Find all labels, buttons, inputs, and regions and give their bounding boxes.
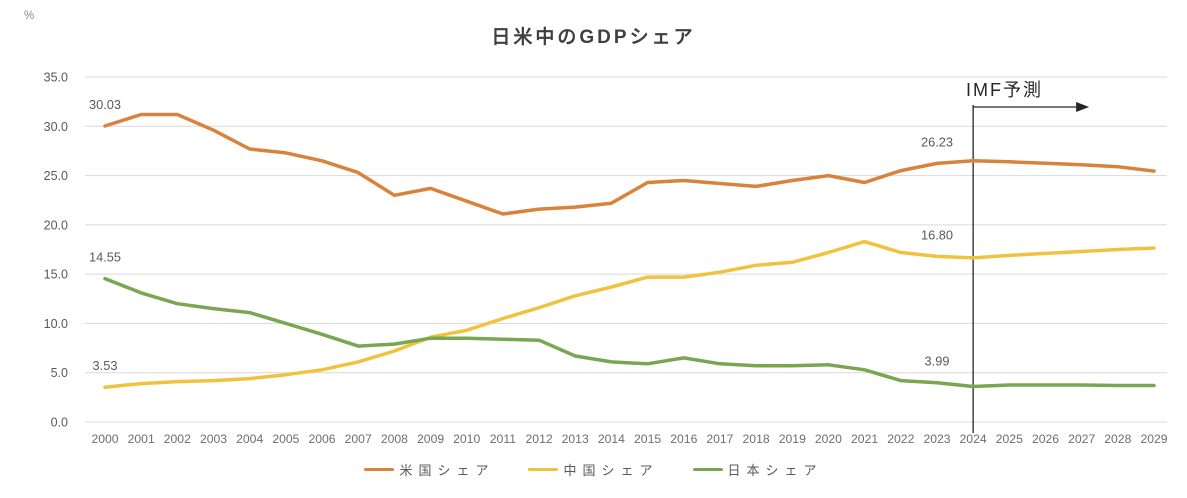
x-tick-label: 2003	[200, 432, 227, 446]
series-line-japan	[103, 276, 1156, 389]
data-label-us-2000: 30.03	[89, 97, 121, 112]
x-tick-label: 2029	[1140, 432, 1167, 446]
china-series-swatch	[528, 467, 559, 472]
x-tick-label: 2014	[598, 432, 625, 446]
legend-item-us: 米国シェア	[364, 460, 494, 479]
legend-item-japan: 日本シェア	[692, 460, 823, 479]
x-tick-label: 2019	[779, 432, 806, 446]
legend: 米国シェア 中国シェア 日本シェア	[0, 460, 1187, 479]
x-tick-label: 2020	[815, 432, 842, 446]
data-label-china-2000: 3.53	[93, 358, 118, 373]
data-label-japan-2000: 14.55	[89, 250, 121, 265]
x-tick-label: 2001	[128, 432, 155, 446]
x-tick-label: 2009	[417, 432, 444, 446]
x-tick-label: 2023	[923, 432, 950, 446]
x-tick-label: 2007	[345, 432, 372, 446]
y-tick-label: 0.0	[51, 416, 68, 430]
x-tick-label: 2026	[1032, 432, 1059, 446]
x-tick-label: 2013	[562, 432, 589, 446]
x-tick-label: 2017	[706, 432, 733, 446]
imf-forecast-label: IMF予測	[966, 80, 1043, 100]
x-tick-label: 2011	[490, 432, 516, 446]
y-tick-label: 5.0	[51, 366, 68, 380]
x-tick-label: 2012	[526, 432, 553, 446]
x-tick-label: 2027	[1068, 432, 1095, 446]
y-tick-label: 15.0	[44, 268, 68, 282]
x-tick-label: 2018	[743, 432, 770, 446]
y-tick-label: 25.0	[44, 169, 68, 183]
series-line-us	[103, 112, 1156, 216]
x-tick-label: 2002	[164, 432, 191, 446]
y-axis-unit-label: %	[24, 10, 35, 22]
japan-series-swatch	[692, 467, 723, 472]
x-tick-label: 2015	[634, 432, 661, 446]
x-tick-label: 2025	[996, 432, 1023, 446]
x-tick-label: 2010	[453, 432, 480, 446]
x-tick-label: 2000	[91, 432, 118, 446]
data-label-china-2023: 16.80	[921, 227, 953, 242]
us-series-swatch	[364, 467, 395, 472]
us-series-label: 米国シェア	[399, 463, 495, 478]
japan-series-label: 日本シェア	[727, 463, 823, 478]
x-tick-label: 2004	[236, 432, 263, 446]
x-tick-label: 2006	[308, 432, 335, 446]
chart-title: 日米中のGDPシェア	[491, 27, 696, 48]
legend-item-china: 中国シェア	[528, 460, 658, 479]
x-tick-label: 2028	[1104, 432, 1131, 446]
x-tick-label: 2021	[851, 432, 878, 446]
x-tick-label: 2024	[960, 432, 987, 446]
china-series-label: 中国シェア	[563, 463, 659, 478]
y-tick-label: 30.0	[44, 120, 68, 134]
x-tick-label: 2022	[887, 432, 914, 446]
x-tick-label: 2016	[670, 432, 697, 446]
y-tick-label: 10.0	[44, 317, 68, 331]
x-tick-label: 2005	[272, 432, 299, 446]
data-label-us-2023: 26.23	[921, 134, 953, 149]
series-line-china	[103, 239, 1156, 389]
x-tick-label: 2008	[381, 432, 408, 446]
forecast-arrow-head	[1076, 102, 1090, 112]
y-tick-label: 35.0	[44, 71, 68, 85]
y-tick-label: 20.0	[44, 218, 68, 232]
data-label-japan-2023: 3.99	[925, 354, 950, 369]
